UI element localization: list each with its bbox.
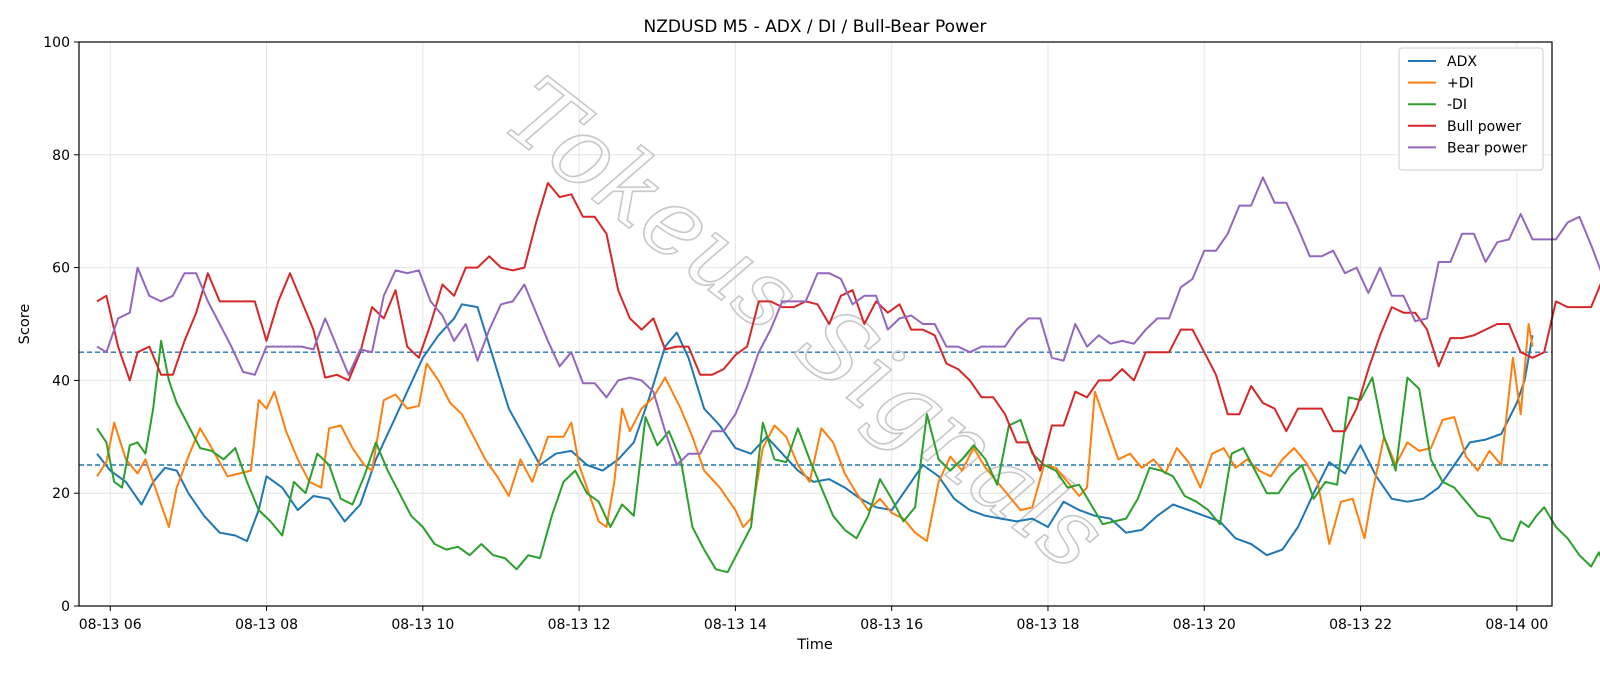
- y-tick-label: 60: [52, 261, 70, 277]
- legend-label: Bull power: [1447, 119, 1521, 135]
- y-axis-label: Score: [17, 304, 33, 345]
- x-tick-label: 08-13 08: [235, 617, 298, 633]
- x-tick-label: 08-13 06: [79, 617, 142, 633]
- y-tick-label: 100: [43, 35, 70, 51]
- series-line-di: [96, 323, 1534, 545]
- x-tick-label: 08-13 22: [1329, 617, 1392, 633]
- x-tick-label: 08-13 18: [1016, 617, 1079, 633]
- series-line-bear-power: [96, 176, 1600, 466]
- legend: ADX +DI -DI Bull power Bear power: [1398, 47, 1544, 171]
- x-tick-label: 08-13 16: [860, 617, 923, 633]
- x-axis-label: Time: [796, 637, 833, 653]
- chart-title: NZDUSD M5 - ADX / DI / Bull-Bear Power: [644, 17, 987, 37]
- legend-label: Bear power: [1447, 140, 1528, 156]
- series-line-adx: [96, 303, 1534, 557]
- y-tick-label: 0: [61, 599, 70, 615]
- x-tick-label: 08-13 14: [704, 617, 767, 633]
- legend-box: [1398, 47, 1544, 171]
- y-tick-label: 40: [52, 373, 70, 389]
- x-axis-ticks: 08-13 06 08-13 08 08-13 10 08-13 12 08-13 14…: [79, 606, 1548, 633]
- x-tick-label: 08-13 10: [391, 617, 454, 633]
- y-tick-label: 20: [52, 486, 70, 502]
- plot-frame: [78, 41, 1553, 607]
- series-line-di: [96, 339, 1600, 574]
- x-tick-label: 08-13 12: [548, 617, 611, 633]
- legend-label: ADX: [1447, 54, 1477, 70]
- y-axis-ticks: 0 20 40 60 80 100: [43, 35, 79, 615]
- x-tick-label: 08-14 00: [1485, 617, 1548, 633]
- legend-label: -DI: [1447, 97, 1467, 113]
- legend-label: +DI: [1447, 76, 1474, 92]
- y-tick-label: 80: [52, 148, 70, 164]
- x-tick-label: 08-13 20: [1173, 617, 1236, 633]
- series-line-bull-power: [96, 182, 1600, 472]
- series-lines: [96, 176, 1600, 574]
